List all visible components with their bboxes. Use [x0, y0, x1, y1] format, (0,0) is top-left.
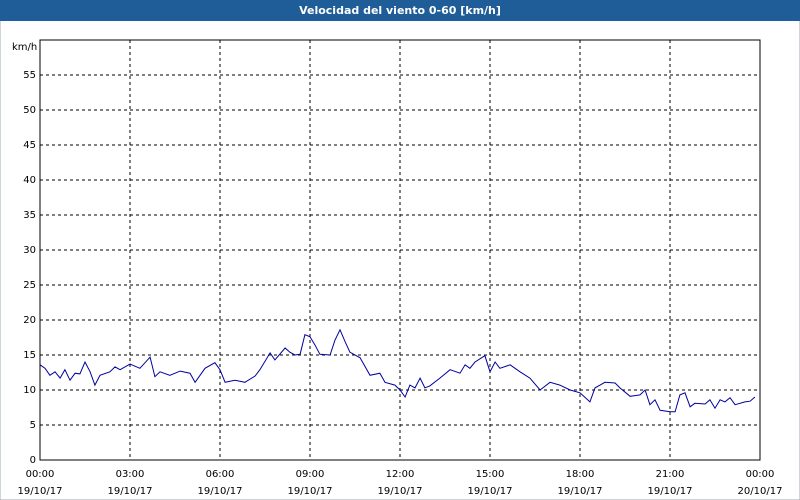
x-tick-date: 19/10/17 [108, 486, 153, 497]
title-bar [0, 0, 800, 21]
chart-title: Velocidad del viento 0-60 [km/h] [299, 4, 501, 17]
x-tick-label: 12:00 [386, 469, 415, 480]
y-tick-label: 15 [23, 350, 36, 361]
plot [39, 328, 756, 413]
x-tick-date: 19/10/17 [378, 486, 423, 497]
data-line [39, 328, 756, 413]
y-tick-label: 45 [23, 140, 36, 151]
x-tick-label: 21:00 [656, 469, 685, 480]
y-tick-label: 30 [23, 245, 36, 256]
x-tick-label: 00:00 [746, 469, 775, 480]
y-tick-label: 50 [23, 105, 36, 116]
y-tick-label: 40 [23, 175, 36, 186]
x-tick-date: 19/10/17 [468, 486, 513, 497]
x-tick-label: 03:00 [116, 469, 145, 480]
x-tick-label: 06:00 [206, 469, 235, 480]
x-tick-date: 19/10/17 [18, 486, 63, 497]
x-tick-date: 19/10/17 [558, 486, 603, 497]
x-tick-date: 20/10/17 [738, 486, 783, 497]
x-tick-date: 19/10/17 [288, 486, 333, 497]
x-tick-label: 18:00 [566, 469, 595, 480]
y-axis-label: km/h [12, 42, 37, 53]
y-tick-label: 25 [23, 280, 36, 291]
x-tick-label: 00:00 [26, 469, 55, 480]
x-tick-date: 19/10/17 [198, 486, 243, 497]
x-tick-label: 15:00 [476, 469, 505, 480]
y-tick-label: 10 [23, 385, 36, 396]
x-tick-date: 19/10/17 [648, 486, 693, 497]
y-tick-label: 20 [23, 315, 36, 326]
y-tick-label: 55 [23, 70, 36, 81]
x-tick-label: 09:00 [296, 469, 325, 480]
y-tick-label: 35 [23, 210, 36, 221]
y-tick-label: 0 [30, 455, 36, 466]
plot-frame [39, 39, 761, 461]
y-tick-label: 5 [30, 420, 36, 431]
